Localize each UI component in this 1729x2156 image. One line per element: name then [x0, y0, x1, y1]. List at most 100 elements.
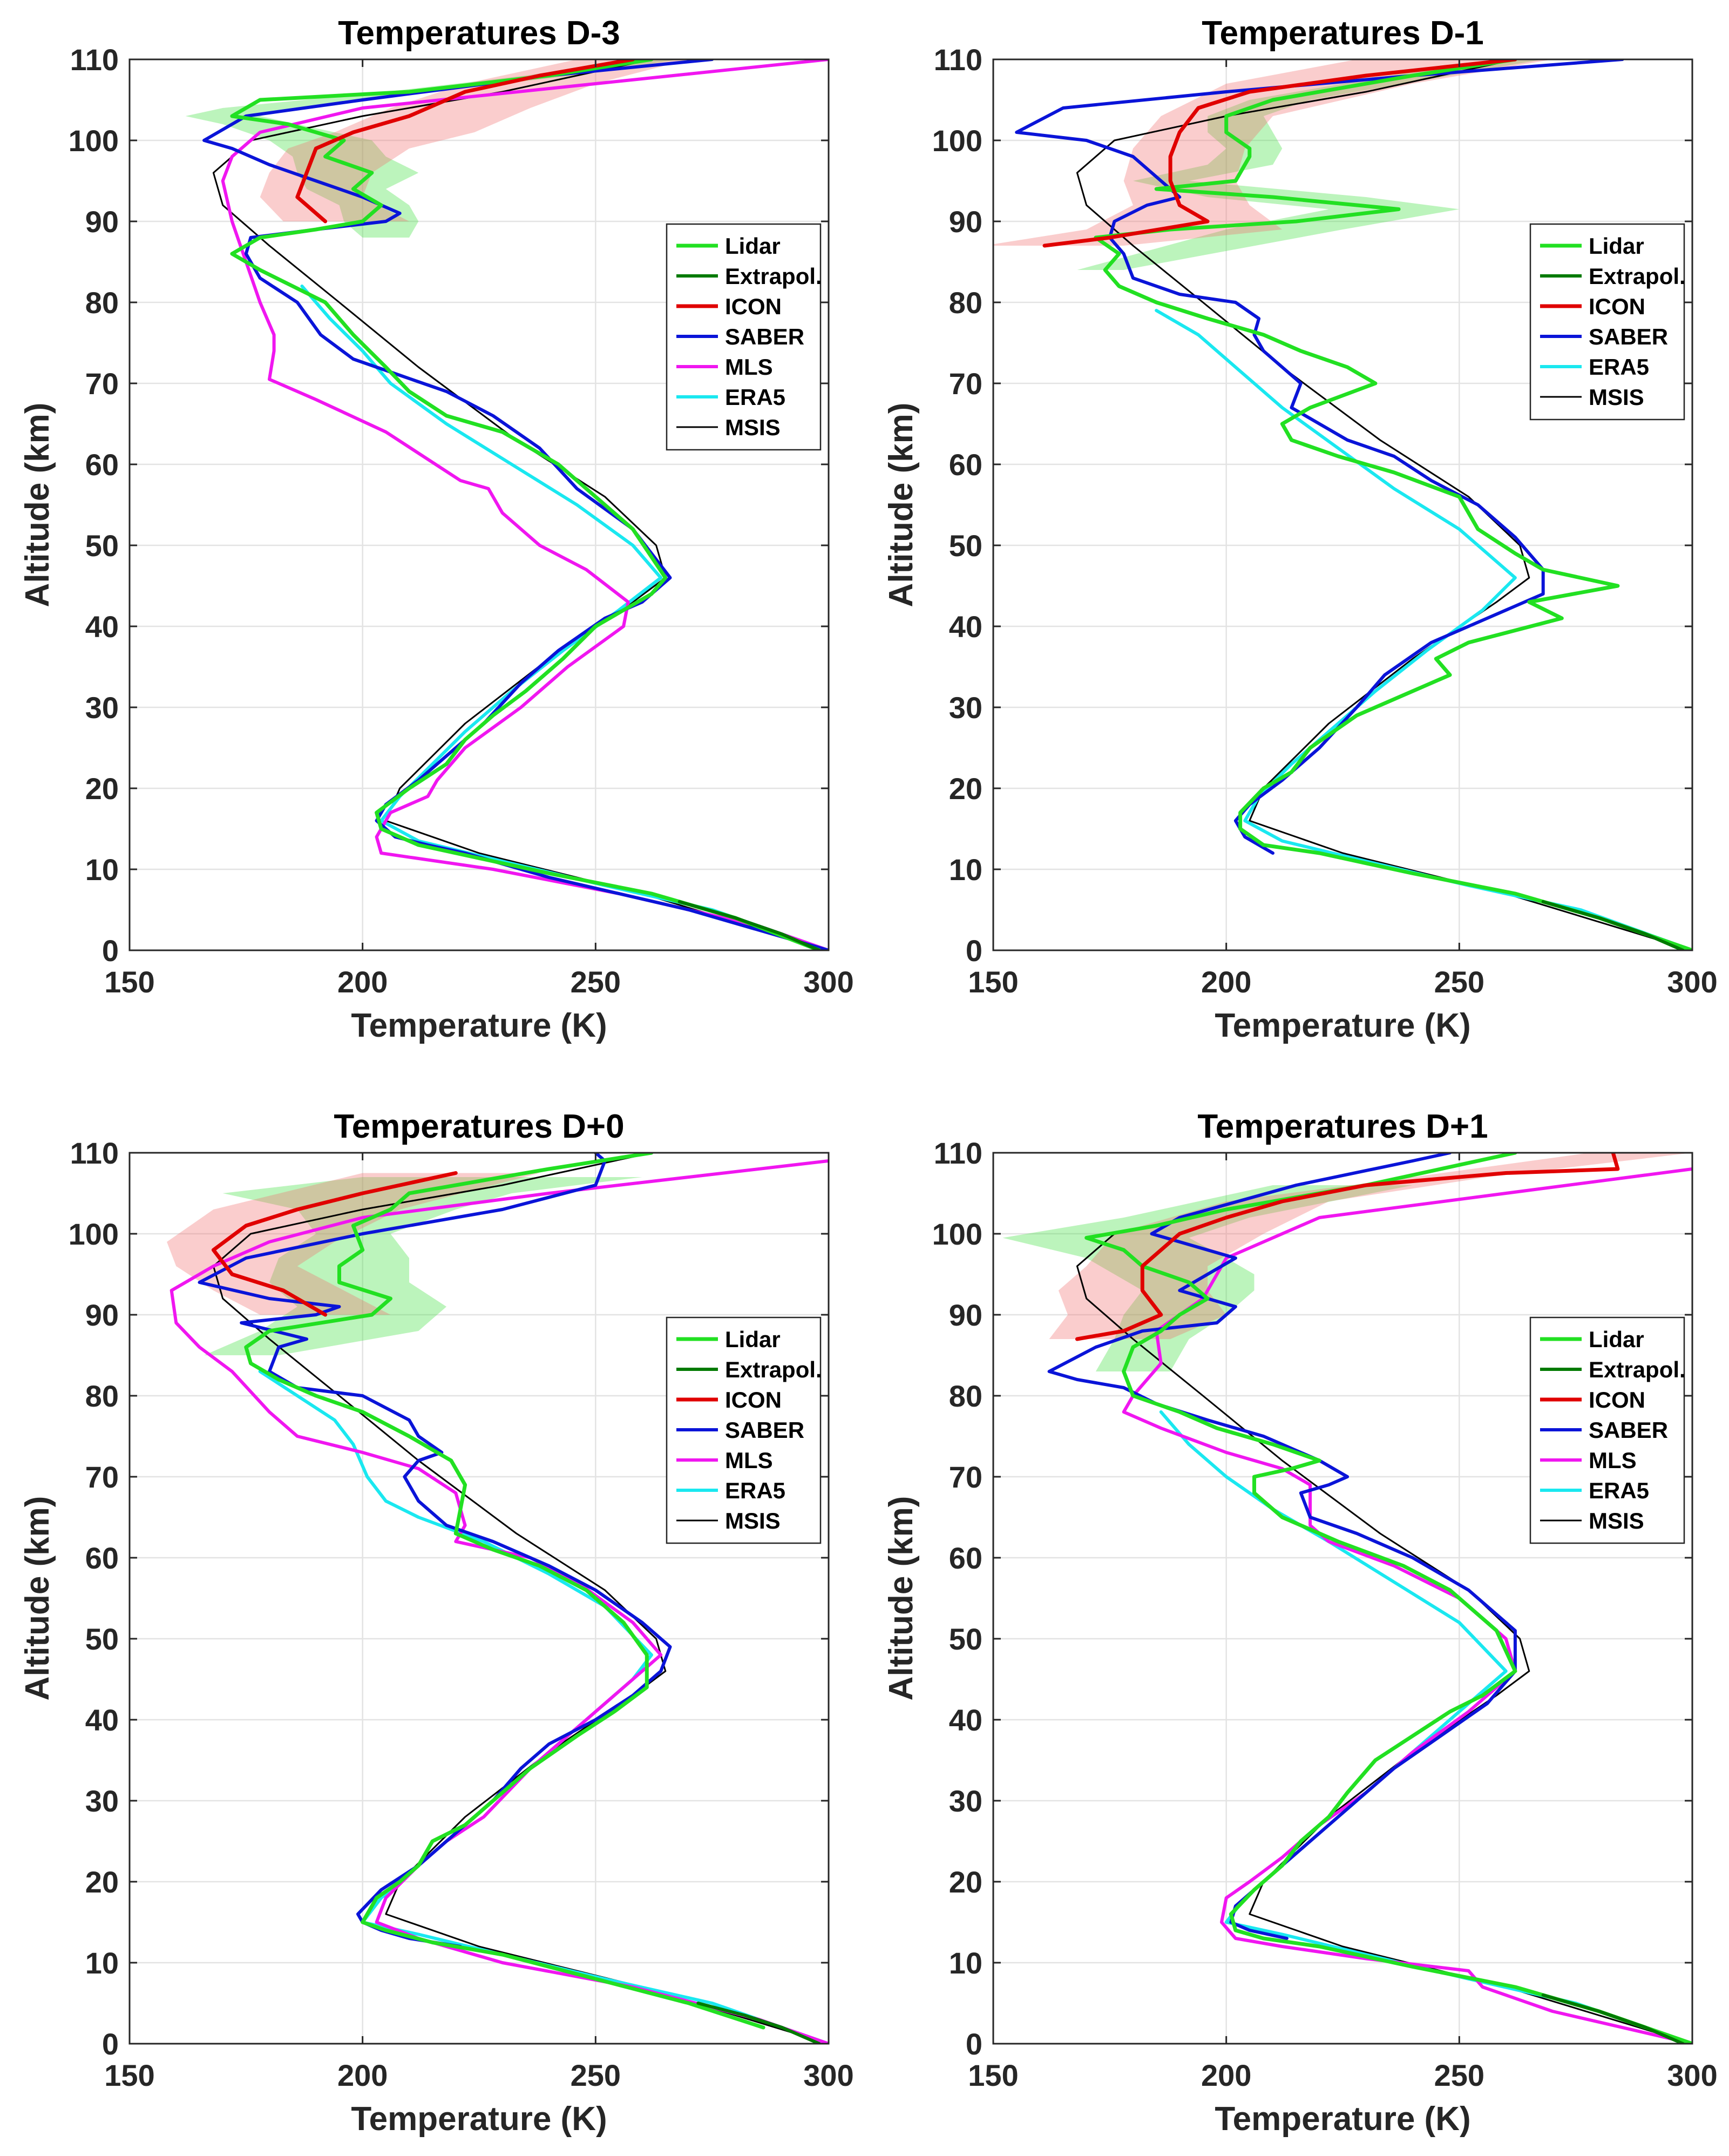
- y-tick-label: 0: [966, 934, 982, 968]
- y-tick-label: 60: [85, 1541, 119, 1575]
- y-tick-label: 20: [949, 1865, 982, 1899]
- chart-title: Temperatures D+1: [1197, 1108, 1488, 1145]
- axes-box: [992, 1152, 1693, 2045]
- y-tick-label: 20: [85, 1865, 119, 1899]
- series-line-extrapol: [1541, 900, 1685, 950]
- y-tick-label: 10: [85, 1946, 119, 1980]
- lidar-uncertainty-band: [204, 1177, 642, 1355]
- legend-label-lidar: Lidar: [725, 1327, 781, 1352]
- axes-box: [992, 58, 1693, 951]
- y-tick-label: 50: [85, 1622, 119, 1656]
- axes-box: [128, 58, 830, 951]
- y-tick-label: 90: [85, 1298, 119, 1332]
- y-tick-label: 40: [949, 1703, 982, 1737]
- x-tick-label: 150: [968, 2058, 1018, 2092]
- y-tick-label: 80: [949, 286, 982, 320]
- series-line-extrapol: [696, 2002, 821, 2044]
- y-tick-label: 30: [949, 691, 982, 725]
- y-axis-label: Altitude (km): [19, 403, 56, 607]
- icon-uncertainty-band: [993, 59, 1552, 246]
- chart-panel-2: 150 200 250 300 0 10 20 30 40 50 60 70 80 90 100 110 Tem…: [883, 15, 1718, 1044]
- legend-label-extrapol: Extrapol.: [725, 263, 822, 289]
- y-axis-label: Altitude (km): [19, 1496, 56, 1701]
- y-tick-label: 80: [85, 1379, 119, 1413]
- legend: Lidar Extrapol. ICON SABER MLS ERA5 MSIS: [1529, 1316, 1686, 1544]
- y-tick-label: 0: [966, 2027, 982, 2061]
- y-tick-label: 40: [949, 610, 982, 644]
- icon-uncertainty-band: [260, 59, 689, 221]
- y-tick-label: 70: [949, 367, 982, 401]
- legend-label-msis: MSIS: [1589, 384, 1644, 410]
- icon-uncertainty-band: [167, 1173, 540, 1315]
- legend-label-lidar: Lidar: [1589, 1327, 1644, 1352]
- plot-area: [130, 1153, 829, 2044]
- series-line-saber: [1015, 59, 1624, 855]
- lidar-uncertainty-band: [1002, 1185, 1413, 1371]
- y-tick-label: 100: [932, 1217, 982, 1251]
- legend-label-era5: ERA5: [725, 384, 785, 410]
- legend-label-msis: MSIS: [725, 415, 781, 440]
- y-tick-label: 110: [70, 1136, 119, 1170]
- x-tick-label: 200: [1201, 965, 1251, 999]
- chart-panel-3: 150 200 250 300 0 10 20 30 40 50 60 70 80 90 100 110 Tem…: [19, 1108, 854, 2138]
- series-line-icon: [1042, 59, 1517, 248]
- plot-area: [993, 59, 1692, 950]
- legend-label-icon: ICON: [1589, 1387, 1645, 1412]
- x-tick-label: 300: [803, 965, 853, 999]
- legend-label-extrapol: Extrapol.: [725, 1357, 822, 1382]
- plot-marks: [167, 1153, 829, 2044]
- legend-label-icon: ICON: [1589, 294, 1645, 319]
- series-line-msis: [212, 1153, 829, 2044]
- series-line-msis: [1076, 59, 1692, 950]
- y-tick-label: 50: [85, 529, 119, 563]
- legend: Lidar Extrapol. ICON SABER ERA5 MSIS: [1529, 223, 1686, 421]
- x-tick-label: 150: [968, 965, 1018, 999]
- y-tick-label: 80: [949, 1379, 982, 1413]
- y-tick-label: 60: [949, 448, 982, 482]
- y-tick-label: 20: [949, 772, 982, 806]
- x-tick-label: 300: [1667, 2058, 1717, 2092]
- series-line-icon: [295, 59, 635, 224]
- x-tick-label: 200: [1201, 2058, 1251, 2092]
- y-tick-label: 70: [85, 1460, 119, 1494]
- x-tick-label: 250: [1434, 965, 1484, 999]
- legend-label-saber: SABER: [725, 324, 804, 349]
- y-tick-label: 90: [949, 1298, 982, 1332]
- legend-label-extrapol: Extrapol.: [1589, 263, 1686, 289]
- legend-label-saber: SABER: [1589, 1417, 1668, 1443]
- legend-label-msis: MSIS: [1589, 1508, 1644, 1533]
- x-axis-label: Temperature (K): [351, 1007, 607, 1044]
- series-line-extrapol: [677, 900, 821, 950]
- series-line-extrapol: [1541, 1993, 1685, 2044]
- legend-label-era5: ERA5: [1589, 1478, 1649, 1503]
- y-tick-label: 70: [949, 1460, 982, 1494]
- y-tick-label: 50: [949, 529, 982, 563]
- y-tick-label: 110: [70, 43, 119, 77]
- legend-label-era5: ERA5: [725, 1478, 785, 1503]
- y-tick-label: 0: [102, 2027, 119, 2061]
- y-tick-label: 60: [949, 1541, 982, 1575]
- y-axis-label: Altitude (km): [883, 1496, 920, 1701]
- legend-label-saber: SABER: [725, 1417, 804, 1443]
- legend-label-icon: ICON: [725, 294, 782, 319]
- y-tick-label: 90: [85, 205, 119, 239]
- y-tick-label: 30: [85, 691, 119, 725]
- x-tick-label: 150: [104, 2058, 154, 2092]
- x-tick-label: 300: [1667, 965, 1717, 999]
- chart-panel-4: 150 200 250 300 0 10 20 30 40 50 60 70 80 90 100 110 Tem…: [883, 1108, 1718, 2138]
- legend-label-extrapol: Extrapol.: [1589, 1357, 1686, 1382]
- chart-title: Temperatures D-3: [338, 15, 620, 52]
- y-tick-label: 10: [949, 853, 982, 887]
- lidar-uncertainty-band: [185, 59, 680, 238]
- y-tick-label: 10: [85, 853, 119, 887]
- x-tick-label: 300: [803, 2058, 853, 2092]
- x-tick-label: 150: [104, 965, 154, 999]
- x-tick-label: 200: [337, 2058, 388, 2092]
- x-tick-label: 250: [1434, 2058, 1484, 2092]
- y-tick-label: 60: [85, 448, 119, 482]
- legend: Lidar Extrapol. ICON SABER MLS ERA5 MSIS: [666, 1316, 822, 1544]
- series-line-saber: [1047, 1153, 1517, 1940]
- plot-marks: [993, 59, 1692, 950]
- plot-marks: [185, 59, 829, 950]
